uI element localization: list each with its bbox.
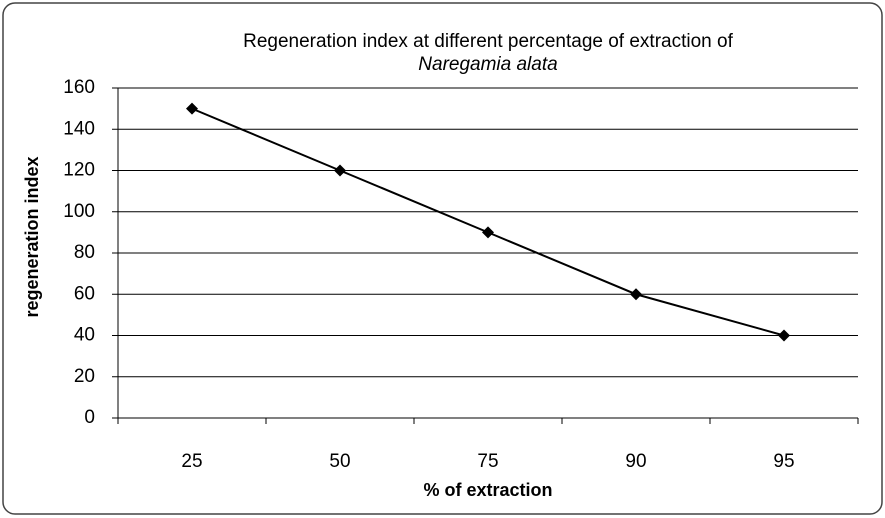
data-marker (186, 102, 198, 115)
y-tick-label: 40 (74, 325, 95, 346)
data-marker (630, 288, 642, 301)
x-tick-label: 75 (477, 451, 498, 472)
data-marker (482, 226, 494, 239)
y-tick-label: 20 (74, 366, 95, 387)
data-marker (334, 164, 346, 177)
x-tick-label: 25 (181, 451, 202, 472)
x-tick-label: 50 (329, 451, 350, 472)
x-tick-label: 95 (773, 451, 794, 472)
x-tick-label: 90 (625, 451, 646, 472)
y-tick-label: 100 (63, 201, 95, 222)
y-tick-label: 80 (74, 242, 95, 263)
chart-title: Regeneration index at different percenta… (243, 31, 733, 52)
x-axis-title: % of extraction (423, 480, 552, 500)
y-tick-label: 140 (63, 118, 95, 139)
y-axis-title: regeneration index (22, 156, 42, 317)
y-tick-label: 160 (63, 77, 95, 98)
y-tick-label: 120 (63, 160, 95, 181)
data-marker (778, 329, 790, 342)
chart-subtitle: Naregamia alata (418, 54, 557, 75)
y-tick-label: 60 (74, 283, 95, 304)
y-tick-label: 0 (84, 407, 95, 428)
